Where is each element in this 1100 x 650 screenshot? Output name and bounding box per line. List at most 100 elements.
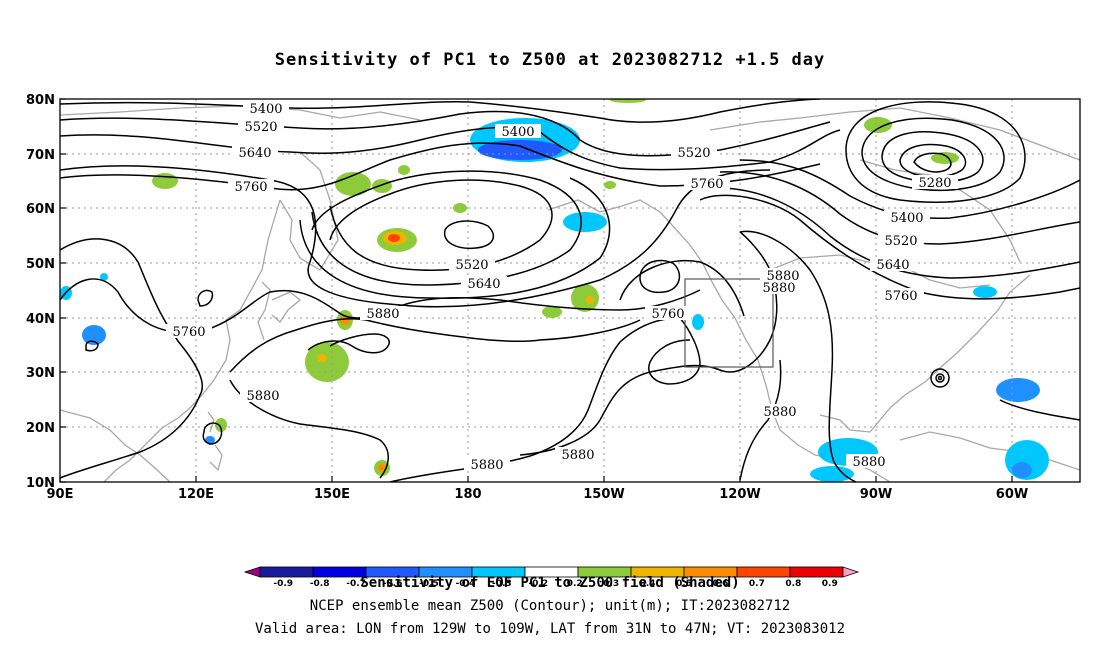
clabel-5280: 5280 [912, 175, 958, 191]
contour-small-40n [197, 289, 214, 307]
contour-kamchatka-3 [299, 177, 611, 299]
contour-small-pac [639, 259, 681, 294]
colorbar-max-arrow [842, 566, 860, 578]
clabel-5640-a: 5640 [232, 145, 278, 161]
shade-blue-tropic [205, 436, 215, 444]
shade-green-bering [453, 203, 467, 213]
colorbar-tick-label: 0.9 [822, 579, 838, 589]
svg-text:5520: 5520 [677, 146, 710, 161]
svg-text:5520: 5520 [884, 234, 917, 249]
clabel-5880-c: 5880 [360, 306, 406, 322]
shade-blue-atlantic-1 [996, 378, 1040, 402]
svg-text:5760: 5760 [884, 289, 917, 304]
shade-blue-atlantic-3 [1012, 462, 1032, 478]
colorbar-tick-label: 0.3 [603, 579, 619, 589]
contour-low-ring-3 [881, 131, 984, 183]
clabel-5880-f: 5880 [555, 447, 601, 463]
lat-label-10n: 10N [26, 476, 55, 491]
colorbar-tick-label: -0.7 [346, 579, 366, 589]
lon-label-120w: 120W [719, 487, 760, 502]
contour-5400 [60, 99, 821, 123]
caption-valid-area: Valid area: LON from 129W to 109W, LAT f… [254, 621, 845, 637]
clabel-5760-b: 5760 [684, 176, 730, 192]
shade-blue-uswest [692, 314, 704, 330]
caption-shading: Sensitivity of EOF PC1 to Z500 field (Sh… [360, 575, 740, 591]
svg-text:5640: 5640 [467, 277, 500, 292]
svg-text:5640: 5640 [238, 146, 271, 161]
contour-atlantic-low-2 [935, 373, 945, 383]
clabel-5520-b: 5520 [671, 145, 717, 161]
svg-text:5880: 5880 [561, 448, 594, 463]
z500-contours [60, 99, 1080, 482]
shade-orange-pacific [586, 296, 594, 304]
contour-5760-main [60, 142, 821, 191]
clabel-5760-d: 5760 [645, 306, 691, 322]
longitude-labels: 90E 120E 150E 180 150W 120W 90W 60W [47, 487, 1029, 502]
contour-east-long [999, 399, 1080, 421]
lon-label-150w: 150W [583, 487, 624, 502]
svg-text:5520: 5520 [244, 120, 277, 135]
latitude-labels: 80N 70N 60N 50N 40N 30N 20N 10N [26, 93, 55, 491]
contour-5880-center [519, 231, 778, 456]
contour-low-ring-4 [899, 143, 967, 178]
valid-area-box [684, 278, 774, 368]
contour-5880-south-e [389, 317, 681, 482]
contour-5640-a [60, 126, 841, 171]
shade-green-north [610, 99, 646, 103]
shade-green-greenland [864, 117, 892, 133]
svg-text:5760: 5760 [234, 180, 267, 195]
colorbar-tick-label: 0.8 [785, 579, 801, 589]
contour-5880-east [739, 359, 782, 481]
contour-5880-us [739, 230, 857, 482]
svg-text:5640: 5640 [876, 258, 909, 273]
lon-label-60w: 60W [996, 487, 1028, 502]
contour-5880-west [60, 238, 204, 479]
svg-text:5760: 5760 [172, 325, 205, 340]
colorbar-tick-label: 0.6 [712, 579, 728, 589]
shade-green-canada [604, 181, 616, 189]
lon-label-150e: 150E [314, 487, 350, 502]
shade-blue-west-3 [100, 273, 108, 281]
clabel-5880-g: 5880 [846, 454, 892, 470]
svg-text:5880: 5880 [762, 281, 795, 296]
lat-label-80n: 80N [26, 93, 55, 108]
colorbar-tick-label: 0.7 [749, 579, 765, 589]
contour-5760-west [60, 278, 701, 334]
colorbar-tick-label: 0.2 [567, 579, 583, 589]
contour-kamchatka-2 [311, 170, 582, 286]
clabel-5520-d: 5520 [449, 257, 495, 273]
caption-contour: NCEP ensemble mean Z500 (Contour); unit(… [309, 598, 791, 614]
svg-text:5880: 5880 [246, 389, 279, 404]
colorbar-tick-label: -0.8 [310, 579, 330, 589]
shade-green-pacific [571, 284, 599, 312]
contour-5280 [913, 152, 952, 173]
clabel-5400-b: 5400 [495, 124, 541, 140]
shade-green-siberia-3 [398, 165, 410, 175]
grid-lines [60, 99, 1080, 482]
contour-atlantic-low-1 [930, 368, 950, 388]
contour-ridge-w [619, 259, 745, 317]
shade-green-siberia-1 [335, 172, 371, 196]
shade-blue-atlantic-4 [973, 286, 997, 298]
contour-5880-mid [229, 317, 641, 373]
contour-5880-south-w [229, 379, 389, 479]
clabel-5880-d: 5880 [240, 388, 286, 404]
colorbar-tick-label: -0.9 [273, 579, 293, 589]
axis-ticks [59, 98, 1013, 483]
shade-orange-south [378, 464, 386, 472]
map-title: Sensitivity of PC1 to Z500 at 2023082712… [274, 50, 826, 70]
svg-text:5400: 5400 [249, 102, 282, 117]
contour-small-w [85, 340, 99, 352]
contour-5400-east [739, 159, 1080, 220]
contour-low-ring-2 [861, 117, 1005, 191]
contour-low-ring-1 [845, 101, 1026, 203]
lon-label-180: 180 [454, 487, 481, 502]
clabel-5640-c: 5640 [870, 257, 916, 273]
clabel-5760-a: 5760 [228, 179, 274, 195]
lat-label-50n: 50N [26, 257, 55, 272]
shade-green-pacific-2 [542, 306, 562, 318]
svg-text:5880: 5880 [470, 458, 503, 473]
lat-label-60n: 60N [26, 202, 55, 217]
contour-5760-south [648, 317, 701, 385]
